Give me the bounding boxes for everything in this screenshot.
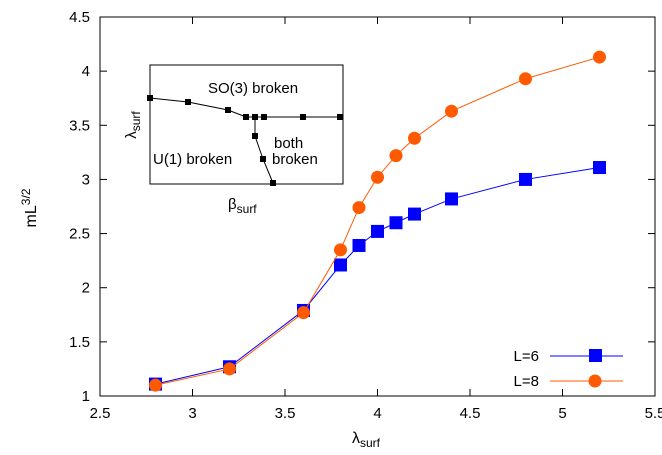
y-tick-label: 3.5 bbox=[69, 117, 90, 134]
inset-label-both: both bbox=[274, 135, 303, 152]
data-point-circle bbox=[334, 243, 347, 257]
x-axis-label-sub: surf bbox=[360, 436, 381, 450]
data-point-square bbox=[371, 224, 384, 238]
y-tick-label: 3 bbox=[82, 171, 90, 188]
inset-boundary-lower bbox=[254, 117, 274, 184]
data-point-square bbox=[408, 207, 421, 221]
inset-x-label-main: β bbox=[228, 196, 237, 213]
y-tick-label: 1.5 bbox=[69, 334, 90, 351]
inset-x-label: βsurf bbox=[228, 196, 257, 216]
data-point-circle bbox=[297, 306, 310, 320]
inset-point bbox=[225, 107, 231, 113]
inset-point bbox=[337, 114, 343, 120]
inset-point bbox=[260, 156, 266, 162]
inset-point bbox=[243, 114, 249, 120]
inset-label-broken: broken bbox=[272, 151, 318, 168]
x-tick-label: 5.5 bbox=[645, 405, 662, 422]
series-l-8 bbox=[149, 50, 606, 392]
x-tick-label: 4 bbox=[373, 405, 381, 422]
inset-point bbox=[261, 114, 267, 120]
x-axis-label-main: λ bbox=[352, 430, 360, 447]
y-axis-label-main: mL bbox=[23, 205, 40, 227]
inset-y-label-sub: surf bbox=[129, 111, 143, 132]
y-axis-label: mL3/2 bbox=[19, 188, 40, 227]
x-tick-label: 3 bbox=[188, 405, 196, 422]
axis-tick-labels: 2.5 3 3.5 4 4.5 5 5.5 1 1.5 2 2.5 3 3.5 4 4.5 bbox=[69, 9, 662, 422]
data-point-square bbox=[445, 192, 458, 206]
inset-x-label-sub: surf bbox=[237, 202, 258, 216]
x-tick-label: 4.5 bbox=[460, 405, 481, 422]
data-point-square bbox=[519, 172, 532, 186]
y-tick-label: 1 bbox=[82, 388, 90, 405]
inset-boundary-upper bbox=[149, 97, 340, 118]
series-layer bbox=[149, 50, 606, 392]
inset-point bbox=[185, 99, 191, 105]
y-tick-label: 4 bbox=[82, 63, 90, 80]
data-point-circle bbox=[389, 149, 403, 163]
data-point-circle bbox=[519, 72, 532, 86]
inset-point bbox=[300, 114, 306, 120]
data-point-square bbox=[389, 216, 403, 230]
axis-ticks bbox=[99, 16, 656, 397]
svg-text:λsurf: λsurf bbox=[123, 111, 143, 139]
data-point-circle bbox=[593, 50, 606, 64]
inset-frame bbox=[149, 64, 344, 185]
data-point-circle bbox=[352, 201, 366, 215]
legend-label-l8: L=8 bbox=[514, 373, 539, 390]
inset-y-label-main: λ bbox=[123, 131, 140, 139]
y-tick-label: 2 bbox=[82, 280, 90, 297]
legend-marker-l8 bbox=[588, 374, 602, 388]
inset-point bbox=[270, 180, 276, 186]
data-point-square bbox=[352, 238, 366, 252]
legend: L=6 L=8 bbox=[514, 348, 623, 390]
inset-label-u1: U(1) broken bbox=[153, 151, 232, 168]
data-point-circle bbox=[223, 362, 236, 376]
y-axis-label-sup: 3/2 bbox=[19, 188, 33, 205]
data-point-square bbox=[334, 258, 347, 272]
data-point-square bbox=[593, 161, 606, 175]
legend-label-l6: L=6 bbox=[514, 348, 539, 365]
data-point-circle bbox=[371, 170, 384, 184]
data-point-circle bbox=[408, 131, 421, 145]
x-tick-label: 3.5 bbox=[275, 405, 296, 422]
y-tick-label: 2.5 bbox=[69, 226, 90, 243]
data-point-circle bbox=[149, 378, 162, 392]
inset-point bbox=[147, 95, 153, 101]
x-axis-label: λsurf bbox=[352, 430, 381, 450]
inset-y-label: λsurf bbox=[123, 111, 143, 139]
legend-marker-l6 bbox=[589, 349, 602, 362]
inset-point bbox=[252, 133, 258, 139]
inset-point bbox=[252, 114, 258, 120]
inset-phase-diagram: SO(3) broken U(1) broken both broken βsu… bbox=[123, 64, 344, 216]
svg-text:λsurf: λsurf bbox=[352, 430, 381, 450]
x-tick-label: 5 bbox=[558, 405, 566, 422]
y-tick-label: 4.5 bbox=[69, 9, 90, 26]
data-point-circle bbox=[445, 104, 458, 118]
inset-label-so3: SO(3) broken bbox=[208, 80, 298, 97]
svg-text:mL3/2: mL3/2 bbox=[19, 188, 40, 227]
x-tick-label: 2.5 bbox=[90, 405, 111, 422]
